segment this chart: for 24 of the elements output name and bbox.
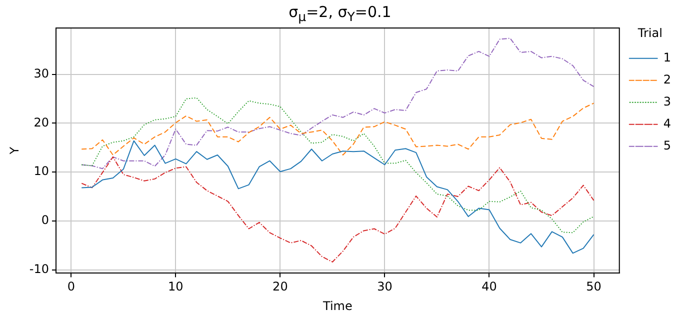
legend-label: 3 [663,94,672,109]
y-tick-label: 0 [41,213,49,228]
line-series [81,97,594,234]
x-axis-title: Time [322,298,352,313]
chart-title: σ$_{μ}$=2, σ$_{Y}$=0.1 [288,3,392,24]
legend-label: 2 [663,72,672,87]
x-tick-label: 40 [482,280,497,294]
line-series [81,102,594,156]
x-tick-label: 10 [168,280,184,294]
y-tick-label: 20 [34,115,49,130]
y-tick-label: 30 [34,66,49,81]
y-tick-label: 10 [34,164,49,178]
legend-title: Trial [636,26,662,40]
legend-label: 5 [663,138,672,153]
legend-label: 4 [663,116,672,131]
legend-label: 1 [663,50,672,65]
x-tick-label: 20 [272,280,288,294]
line-series [81,38,594,170]
y-tick-label: -10 [29,262,49,276]
x-tick-label: 0 [67,280,75,294]
y-axis-title: Y [7,146,22,156]
x-tick-label: 30 [377,280,392,294]
x-tick-label: 50 [586,280,602,294]
line-series [81,156,594,262]
